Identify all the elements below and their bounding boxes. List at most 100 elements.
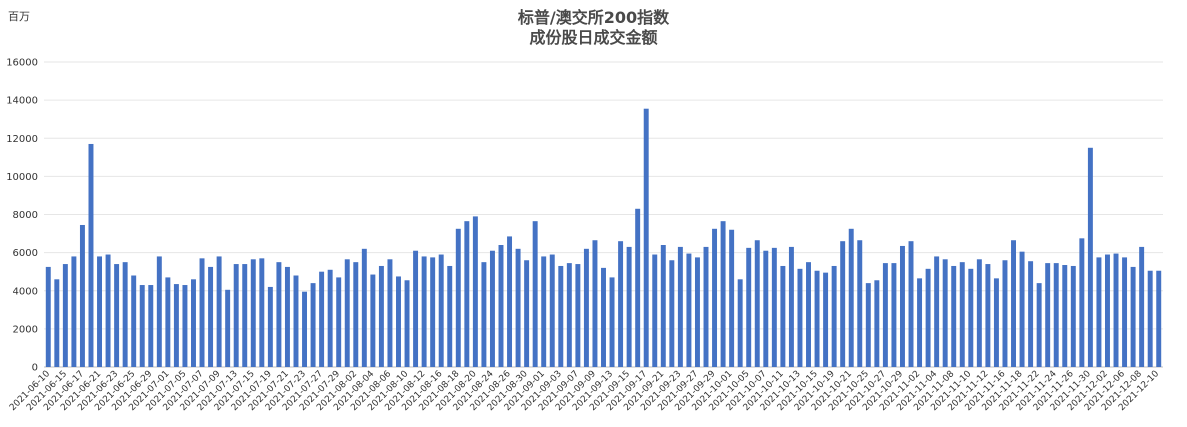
bar: [780, 265, 786, 367]
bar: [105, 254, 111, 367]
bar: [968, 268, 974, 367]
bar: [1070, 265, 1076, 367]
bar: [831, 265, 837, 367]
bar: [1087, 147, 1093, 367]
bar: [430, 257, 436, 367]
bar: [370, 274, 376, 367]
bar: [1036, 283, 1042, 367]
bar: [148, 285, 154, 367]
bar: [455, 228, 461, 367]
bar: [472, 216, 478, 367]
bar: [737, 279, 743, 367]
bar: [97, 256, 103, 367]
bar: [951, 265, 957, 367]
bar: [54, 279, 60, 367]
bar: [122, 262, 128, 367]
bar: [720, 221, 726, 367]
bar: [114, 264, 120, 367]
bar: [626, 246, 632, 367]
bar: [771, 247, 777, 367]
bar: [583, 248, 589, 367]
y-axis-unit-label: 百万: [8, 10, 30, 23]
bar: [643, 108, 649, 367]
bar: [173, 284, 179, 367]
y-tick-label: 16000: [6, 58, 38, 69]
bar: [336, 277, 342, 367]
bar: [1019, 251, 1025, 367]
y-tick-label: 8000: [13, 210, 38, 221]
bar: [532, 221, 538, 367]
bar: [250, 259, 256, 367]
bar: [327, 269, 333, 367]
bar: [1079, 238, 1085, 367]
bar: [677, 246, 683, 367]
bar: [71, 256, 77, 367]
bar: [703, 246, 709, 367]
y-tick-label: 0: [32, 363, 38, 374]
bar: [464, 221, 470, 367]
bar: [353, 262, 359, 367]
bar: [1002, 260, 1008, 367]
bar: [259, 258, 265, 367]
bar: [686, 253, 692, 367]
bar: [908, 241, 914, 367]
bar: [413, 250, 419, 367]
bar: [1053, 263, 1059, 367]
bar: [609, 277, 615, 367]
bar: [387, 259, 393, 367]
bar: [806, 262, 811, 367]
bar: [942, 259, 948, 367]
bar: [310, 283, 316, 367]
bar: [276, 262, 282, 367]
bar: [917, 278, 923, 367]
bar: [361, 248, 367, 367]
bar: [882, 263, 888, 367]
bar: [293, 275, 299, 367]
bar: [763, 250, 769, 367]
bar: [88, 143, 94, 367]
bar: [1104, 254, 1110, 367]
bar: [618, 241, 624, 367]
bar: [139, 285, 145, 367]
bar: [1062, 265, 1068, 367]
bar: [344, 259, 350, 367]
bar: [216, 256, 222, 367]
bar: [541, 256, 547, 367]
bar: [284, 266, 290, 367]
bar: [891, 263, 897, 367]
bar: [993, 278, 999, 367]
bar: [797, 268, 803, 367]
bar: [165, 277, 171, 367]
bar: [489, 250, 495, 367]
bar: [302, 291, 308, 367]
bar: [378, 265, 384, 367]
bar: [874, 280, 880, 367]
bar: [79, 224, 85, 367]
bar: [498, 245, 504, 367]
bar: [242, 264, 248, 367]
bar: [848, 228, 854, 367]
bar: [814, 270, 820, 367]
bar: [1011, 240, 1016, 367]
bar: [865, 283, 871, 367]
bar: [438, 254, 444, 367]
chart-title: 标普/澳交所200指数: [517, 8, 670, 27]
y-tick-label: 10000: [6, 172, 38, 183]
bar: [823, 272, 829, 367]
bar: [62, 264, 68, 367]
bar: [404, 280, 410, 367]
y-tick-label: 4000: [13, 286, 38, 297]
bar: [1045, 263, 1051, 367]
bar: [447, 265, 453, 367]
bar: [225, 289, 231, 367]
bar: [729, 229, 735, 367]
y-tick-label: 12000: [6, 134, 38, 145]
bar: [566, 263, 572, 367]
bar: [182, 285, 188, 367]
bar: [421, 256, 427, 367]
bar: [481, 262, 487, 367]
chart-subtitle: 成份股日成交金额: [529, 28, 658, 47]
bar: [754, 240, 760, 367]
bar: [976, 259, 982, 367]
